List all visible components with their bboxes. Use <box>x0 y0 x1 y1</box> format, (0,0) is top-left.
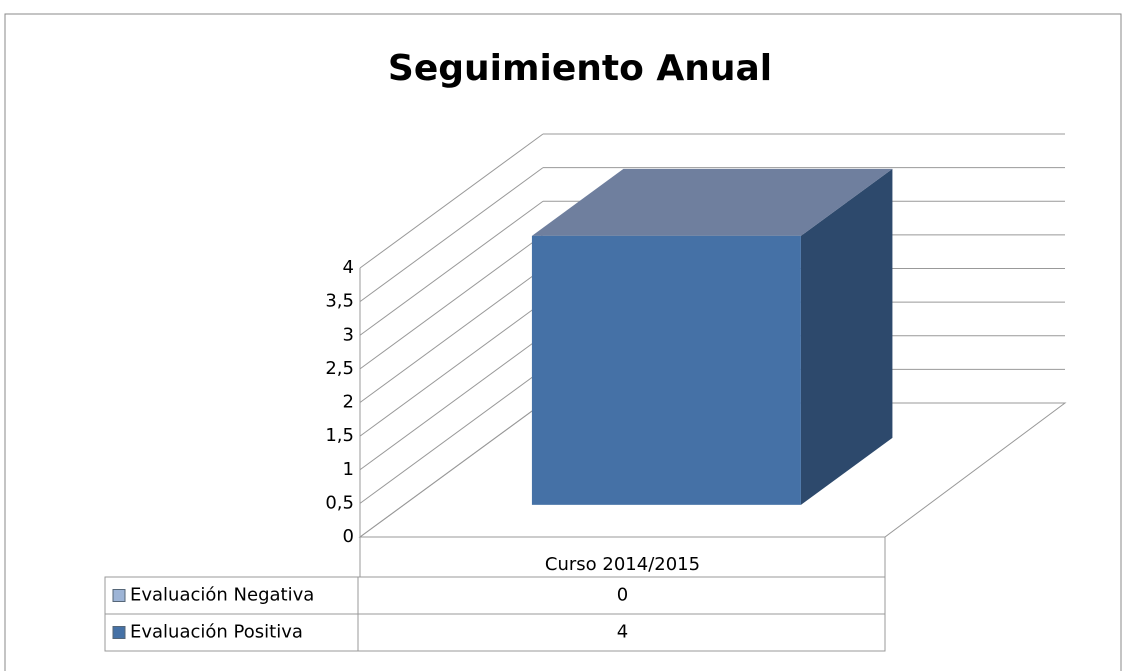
grid-line-side <box>359 368 544 504</box>
chart-title: Seguimiento Anual <box>388 48 772 89</box>
legend-label: Evaluación Positiva <box>130 622 303 643</box>
table-value: 4 <box>617 622 628 643</box>
grid-line-side <box>359 167 544 303</box>
grid-line-side <box>359 200 544 336</box>
bar-side <box>800 168 893 505</box>
y-tick-label: 3 <box>343 324 354 345</box>
legend-label: Evaluación Negativa <box>130 585 314 606</box>
y-tick-label: 3,5 <box>325 291 354 312</box>
grid-line-side <box>359 301 544 437</box>
grid-line-side <box>359 268 544 403</box>
bar-front <box>531 235 801 505</box>
y-tick-label: 0 <box>343 526 354 547</box>
y-tick-label: 2 <box>343 392 354 413</box>
grid-line-side <box>359 133 544 269</box>
grid-line-side <box>359 402 544 538</box>
grid-line-side <box>359 335 544 471</box>
legend-key <box>112 589 126 602</box>
bar-top <box>531 168 893 236</box>
table-value: 0 <box>617 585 628 606</box>
grid-line-side <box>359 234 544 370</box>
table-value-cell <box>357 613 886 652</box>
y-tick-label: 4 <box>343 257 354 278</box>
y-tick-label: 0,5 <box>325 492 354 513</box>
y-tick-label: 2,5 <box>325 358 354 379</box>
y-tick-label: 1 <box>343 459 354 480</box>
y-tick-label: 1,5 <box>325 425 354 446</box>
table-category: Curso 2014/2015 <box>545 554 700 575</box>
legend-key <box>112 626 126 639</box>
